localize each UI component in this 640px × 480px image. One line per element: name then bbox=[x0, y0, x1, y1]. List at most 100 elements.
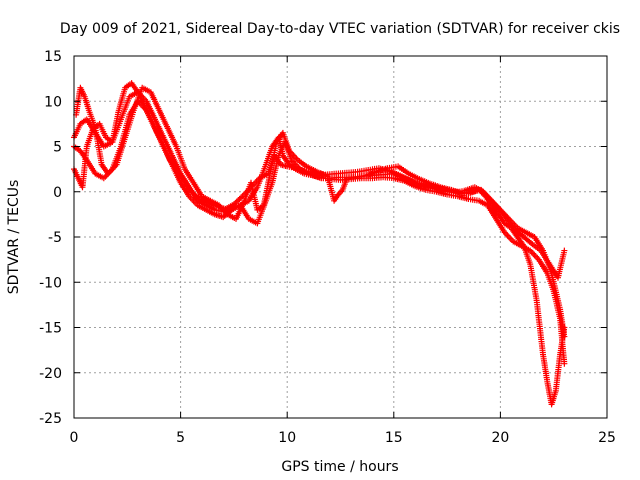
y-tick-label: -20 bbox=[39, 366, 62, 382]
data-marker-segment bbox=[198, 193, 212, 203]
y-tick-label: 15 bbox=[44, 49, 62, 65]
data-marker-segment bbox=[173, 143, 188, 171]
data-marker-segment bbox=[216, 202, 230, 216]
data-marker-segment bbox=[173, 166, 185, 180]
data-marker-segment bbox=[203, 206, 216, 217]
data-marker-segment bbox=[407, 177, 423, 188]
data-marker-segment bbox=[303, 163, 319, 174]
data-marker-segment bbox=[279, 152, 292, 167]
data-marker-segment bbox=[224, 211, 238, 221]
data-marker-segment bbox=[550, 288, 563, 320]
data-marker-segment bbox=[207, 197, 221, 208]
data-marker-segment bbox=[181, 166, 196, 184]
data-marker-segment bbox=[279, 129, 292, 152]
data-marker-segment bbox=[109, 109, 122, 145]
y-tick-label: -15 bbox=[39, 321, 62, 337]
x-axis-label: GPS time / hours bbox=[281, 459, 398, 475]
data-marker-segment bbox=[518, 243, 532, 253]
data-marker-segment bbox=[339, 177, 350, 193]
y-tick-label: 5 bbox=[53, 140, 62, 156]
data-marker-segment bbox=[156, 107, 170, 130]
data-marker-segment bbox=[557, 306, 567, 338]
data-marker-segment bbox=[117, 95, 132, 123]
data-marker-segment bbox=[510, 238, 523, 249]
data-marker-segment bbox=[520, 234, 534, 246]
data-marker-segment bbox=[527, 247, 541, 262]
data-marker-segment bbox=[503, 215, 518, 232]
x-tick-label: 25 bbox=[598, 430, 616, 446]
x-tick-label: 5 bbox=[176, 430, 185, 446]
data-marker-segment bbox=[85, 107, 98, 130]
data-marker-segment bbox=[476, 197, 489, 208]
data-marker-segment bbox=[248, 179, 260, 211]
data-marker-segment bbox=[203, 202, 216, 212]
data-marker-segment bbox=[501, 220, 513, 230]
data-marker-segment bbox=[484, 202, 499, 221]
data-marker-segment bbox=[314, 168, 329, 179]
data-marker-segment bbox=[147, 89, 162, 112]
data-marker-segment bbox=[105, 163, 119, 177]
data-marker-segment bbox=[139, 84, 152, 95]
data-marker-segment bbox=[495, 205, 509, 221]
x-tick-label: 15 bbox=[385, 430, 403, 446]
data-marker-segment bbox=[514, 224, 528, 235]
data-marker-segment bbox=[92, 125, 105, 166]
data-marker-segment bbox=[254, 203, 266, 213]
data-marker-segment bbox=[77, 84, 87, 98]
data-marker bbox=[561, 333, 568, 340]
data-marker-segment bbox=[177, 179, 192, 198]
data-marker-segment bbox=[529, 241, 543, 253]
data-marker bbox=[561, 360, 568, 367]
data-marker-segment bbox=[113, 136, 128, 168]
data-marker-segment bbox=[166, 157, 179, 171]
series-trace-3 bbox=[71, 80, 568, 340]
data-marker-segment bbox=[535, 256, 550, 275]
data-marker-segment bbox=[544, 270, 556, 293]
data-marker-segment bbox=[190, 179, 204, 198]
data-marker-segment bbox=[122, 109, 136, 141]
data-marker-segment bbox=[164, 125, 179, 148]
data-marker-segment bbox=[512, 226, 526, 239]
data-series-layer bbox=[71, 80, 568, 408]
data-marker-segment bbox=[395, 163, 410, 176]
y-tick-label: 10 bbox=[44, 94, 62, 110]
data-marker-segment bbox=[397, 172, 413, 183]
data-marker-segment bbox=[548, 270, 563, 311]
y-axis-label: SDTVAR / TECUs bbox=[6, 180, 22, 295]
data-marker-segment bbox=[495, 211, 507, 225]
data-marker-segment bbox=[286, 148, 300, 162]
y-tick-label: 0 bbox=[53, 185, 62, 201]
y-tick-label: -5 bbox=[48, 230, 62, 246]
data-marker-segment bbox=[188, 188, 202, 201]
y-axis-ticks: -25 -20 -15 -10 -5 0 5 10 15 bbox=[39, 49, 607, 427]
data-marker-segment bbox=[186, 193, 200, 207]
data-marker-segment bbox=[230, 194, 244, 208]
data-marker-segment bbox=[160, 143, 172, 162]
data-marker-segment bbox=[501, 229, 515, 243]
data-marker-segment bbox=[130, 86, 145, 114]
data-marker-segment bbox=[96, 120, 109, 139]
y-tick-label: -25 bbox=[39, 411, 62, 427]
data-marker-segment bbox=[222, 202, 236, 212]
data-marker-segment bbox=[179, 175, 194, 194]
data-marker-segment bbox=[555, 249, 567, 281]
data-marker-segment bbox=[416, 176, 432, 186]
data-marker-segment bbox=[143, 98, 158, 121]
data-marker-segment bbox=[540, 351, 550, 383]
data-marker-segment bbox=[115, 86, 128, 114]
data-marker bbox=[561, 247, 568, 254]
data-marker-segment bbox=[245, 215, 259, 226]
data-marker-segment bbox=[154, 129, 166, 148]
series-trace-4 bbox=[73, 84, 568, 281]
data-marker-segment bbox=[103, 134, 114, 144]
data-marker-segment bbox=[401, 177, 417, 189]
data-marker-segment bbox=[233, 199, 247, 222]
data-marker-segment bbox=[262, 145, 275, 168]
data-marker-segment bbox=[537, 247, 552, 266]
y-tick-label: -10 bbox=[39, 275, 62, 291]
chart-title: Day 009 of 2021, Sidereal Day-to-day VTE… bbox=[60, 21, 620, 37]
x-tick-label: 20 bbox=[491, 430, 509, 446]
x-axis-ticks: 0 5 10 15 20 25 bbox=[70, 56, 616, 446]
